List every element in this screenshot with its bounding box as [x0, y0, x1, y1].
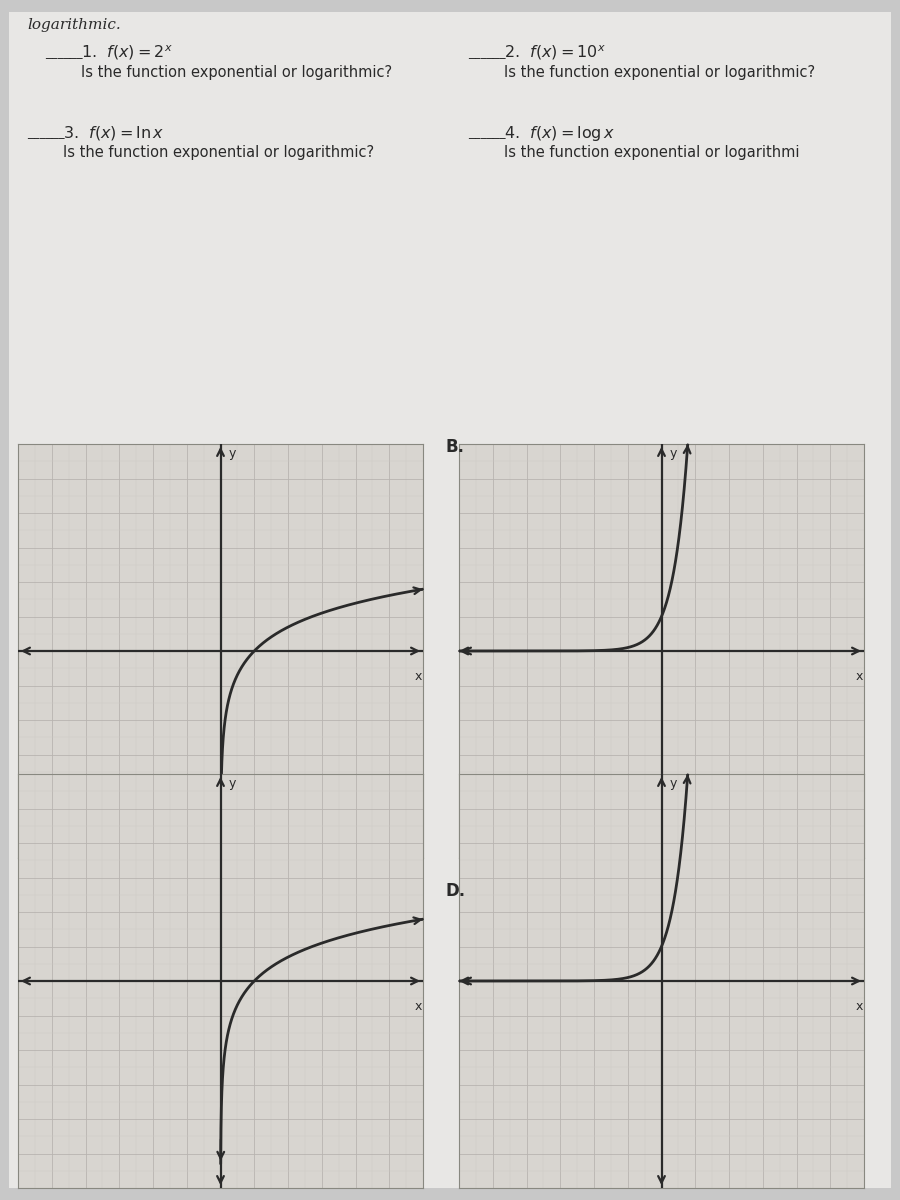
- Text: y: y: [670, 778, 678, 791]
- Text: x: x: [414, 670, 421, 683]
- Text: Is the function exponential or logarithmic?: Is the function exponential or logarithm…: [81, 65, 392, 79]
- Text: x: x: [855, 1000, 862, 1013]
- Text: B.: B.: [446, 438, 464, 456]
- Text: Is the function exponential or logarithmic?: Is the function exponential or logarithm…: [504, 65, 815, 79]
- Text: 2.  $f(x) = 10^x$: 2. $f(x) = 10^x$: [504, 43, 606, 61]
- Text: ______: ______: [45, 46, 83, 59]
- Text: x: x: [414, 1000, 421, 1013]
- Text: y: y: [229, 448, 237, 461]
- Text: 4.  $f(x) = \log x$: 4. $f(x) = \log x$: [504, 124, 616, 143]
- Text: Is the function exponential or logarithmic?: Is the function exponential or logarithm…: [63, 145, 374, 160]
- Text: 1.  $f(x) = 2^x$: 1. $f(x) = 2^x$: [81, 43, 173, 61]
- Text: Is the function exponential or logarithmi: Is the function exponential or logarithm…: [504, 145, 799, 160]
- Text: y: y: [229, 778, 237, 791]
- Text: y: y: [670, 448, 678, 461]
- Text: D.: D.: [446, 882, 465, 900]
- Text: ______: ______: [468, 126, 506, 139]
- Text: x: x: [855, 670, 862, 683]
- Text: ______: ______: [468, 46, 506, 59]
- Text: ______: ______: [27, 126, 65, 139]
- Text: logarithmic.: logarithmic.: [27, 18, 121, 32]
- Text: 3.  $f(x) = \ln x$: 3. $f(x) = \ln x$: [63, 124, 165, 142]
